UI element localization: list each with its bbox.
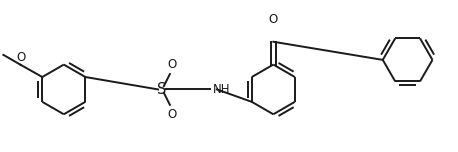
Text: O: O xyxy=(269,13,278,26)
Text: O: O xyxy=(167,58,176,71)
Text: S: S xyxy=(157,82,167,97)
Text: O: O xyxy=(167,108,176,121)
Text: NH: NH xyxy=(213,83,230,96)
Text: O: O xyxy=(16,51,26,64)
